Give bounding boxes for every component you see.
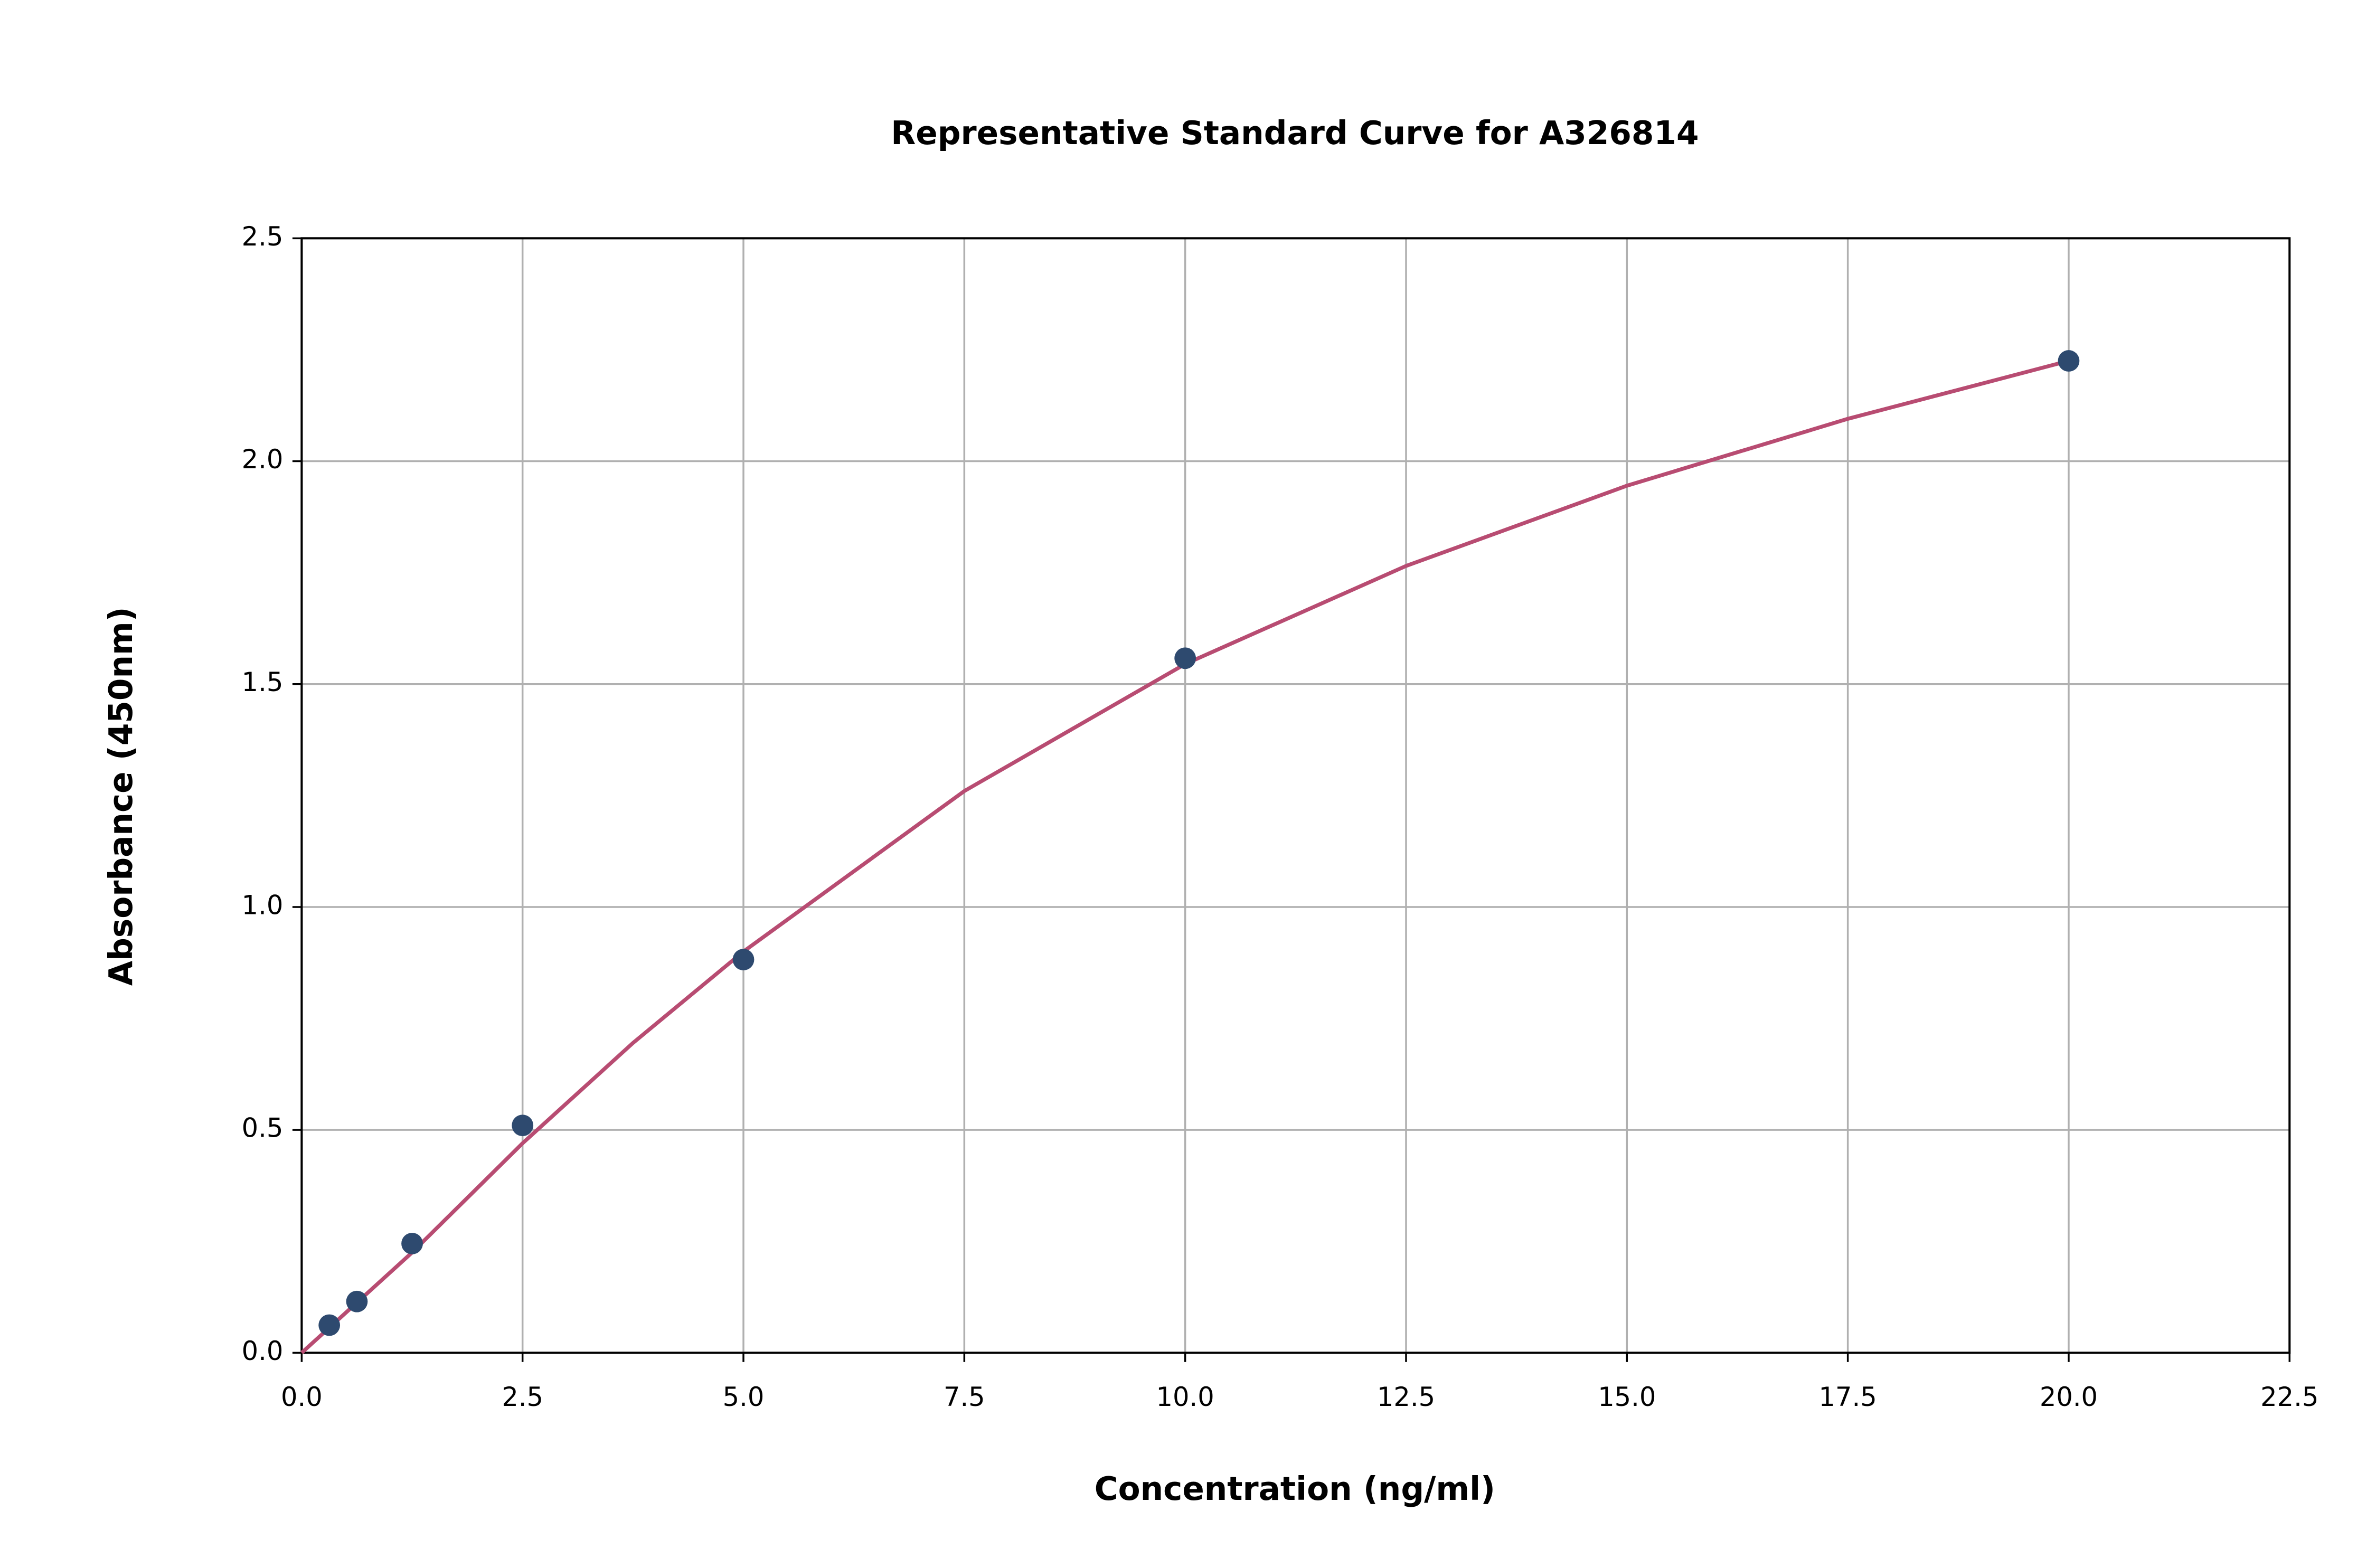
x-tick-label: 15.0 (1598, 1382, 1656, 1412)
data-point (401, 1233, 423, 1254)
y-tick-label: 1.5 (242, 667, 284, 697)
y-tick-label: 1.0 (242, 890, 284, 920)
x-tick-label: 5.0 (723, 1382, 765, 1412)
x-tick-label: 10.0 (1156, 1382, 1214, 1412)
y-tick-label: 0.5 (242, 1113, 284, 1144)
x-tick-label: 17.5 (1819, 1382, 1877, 1412)
chart-title: Representative Standard Curve for A32681… (891, 115, 1699, 152)
x-tick-label: 0.0 (281, 1382, 323, 1412)
fit-curve (300, 359, 2069, 1355)
data-point (2058, 350, 2080, 372)
x-tick-label: 22.5 (2260, 1382, 2318, 1412)
data-point (1174, 647, 1196, 669)
data-point (512, 1114, 534, 1137)
y-axis-label: Absorbance (450nm) (102, 607, 140, 986)
x-tick-label: 20.0 (2040, 1382, 2098, 1412)
x-tick-label: 7.5 (944, 1382, 985, 1412)
data-point (732, 949, 755, 970)
data-point (346, 1290, 368, 1312)
x-tick-label: 12.5 (1377, 1382, 1435, 1412)
x-tick-label: 2.5 (502, 1382, 543, 1412)
x-axis-label: Concentration (ng/ml) (1095, 1470, 1495, 1508)
y-tick-label: 2.0 (242, 444, 284, 475)
data-point (318, 1314, 341, 1336)
plot-frame (300, 237, 2291, 1354)
y-tick-label: 2.5 (242, 221, 284, 252)
y-tick-label: 0.0 (242, 1336, 284, 1366)
